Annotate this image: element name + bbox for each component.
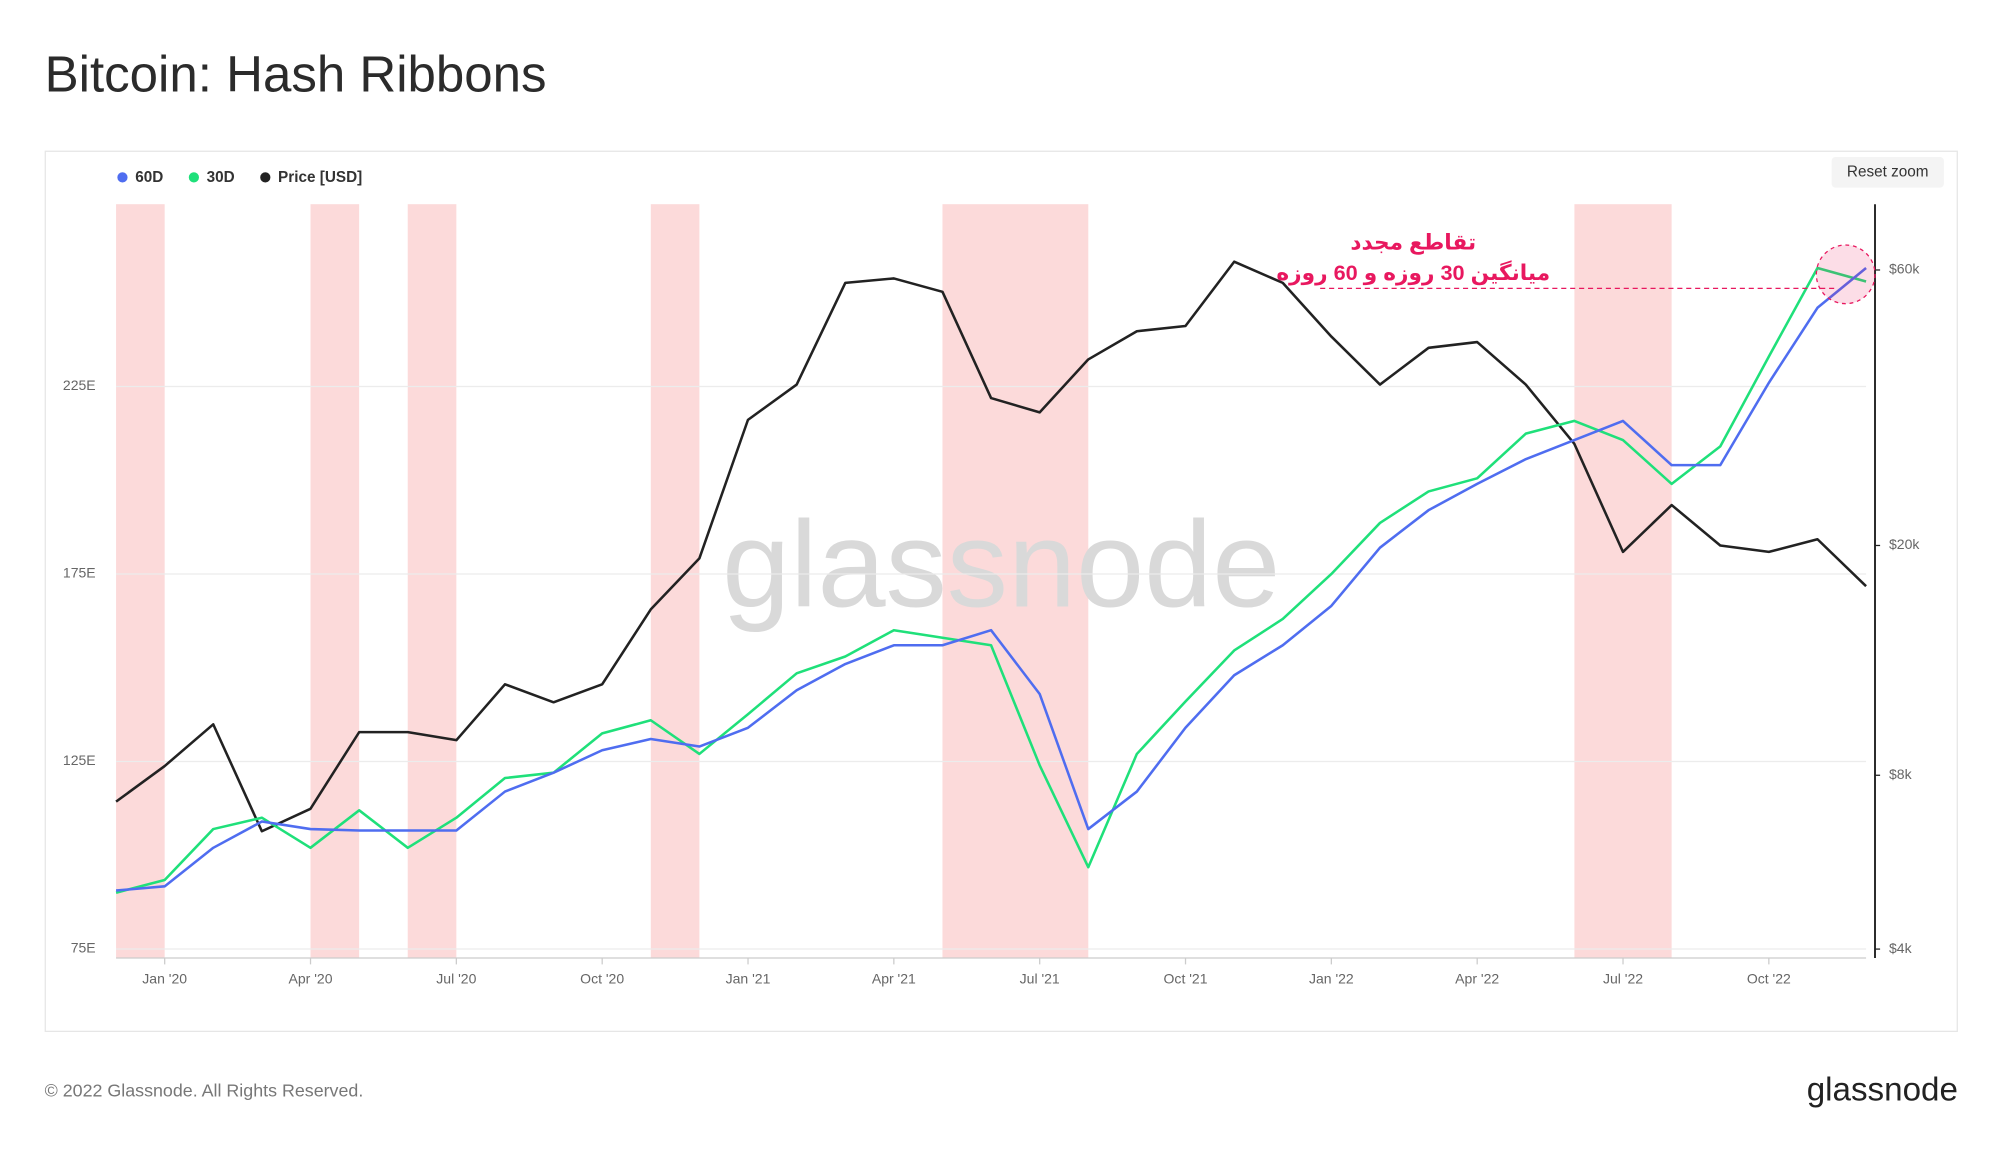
chart-title: Bitcoin: Hash Ribbons	[45, 45, 547, 102]
x-tick-label: Apr '22	[1455, 970, 1499, 986]
shaded-period	[310, 204, 360, 959]
button-label[interactable]: Reset zoom	[1847, 163, 1929, 180]
series-line	[115, 266, 1867, 894]
x-tick-label: Jul '20	[436, 970, 476, 986]
annotation-text: تقاطع مجدد	[1350, 229, 1476, 254]
y-tick-label: 225E	[63, 377, 96, 393]
plot-area: 75E 125E 175E 225E $4k $8k $20k $60k Jan '20 Apr …	[63, 260, 1920, 986]
copyright: © 2022 Glassnode. All Rights Reserved.	[45, 1081, 364, 1101]
legend-label: 60D	[135, 169, 163, 186]
y2-tick-label: $4k	[1889, 940, 1913, 956]
series-line	[115, 266, 1867, 892]
legend-label: 30D	[207, 169, 235, 186]
annotation-circle	[1815, 244, 1876, 305]
watermark: glassnode	[722, 495, 1280, 632]
x-tick-label: Oct '20	[580, 970, 624, 986]
shaded-period	[116, 204, 165, 959]
x-tick-label: Oct '21	[1164, 970, 1208, 986]
x-tick-label: Apr '21	[872, 970, 916, 986]
x-tick-label: Apr '20	[289, 970, 333, 986]
button-background[interactable]	[1831, 156, 1944, 188]
x-tick-label: Jan '21	[726, 970, 771, 986]
x-tick-label: Jul '21	[1020, 970, 1060, 986]
legend-label: Price [USD]	[278, 169, 362, 186]
shaded-period	[650, 204, 700, 959]
legend-swatch	[117, 172, 128, 183]
x-tick-label: Jul '22	[1603, 970, 1643, 986]
y2-tick-label: $20k	[1889, 536, 1920, 552]
y2-tick-label: $60k	[1889, 261, 1920, 277]
y2-tick-label: $8k	[1889, 766, 1913, 782]
chart-frame	[44, 150, 1958, 1032]
legend-swatch	[188, 172, 199, 183]
shaded-period	[1574, 204, 1672, 959]
legend-swatch	[260, 172, 271, 183]
x-tick-label: Jan '22	[1309, 970, 1354, 986]
x-tick-label: Jan '20	[142, 970, 187, 986]
y-tick-label: 175E	[63, 565, 96, 581]
annotation-text: میانگین 30 روزه و 60 روزه	[1276, 260, 1550, 285]
x-tick-label: Oct '22	[1747, 970, 1791, 986]
series-line	[115, 260, 1867, 833]
shaded-period	[942, 204, 1089, 959]
reset-zoom-button[interactable]: Reset zoom	[1831, 156, 1944, 188]
legend: 60D 30D Price [USD]	[117, 169, 362, 186]
brand-logo: glassnode	[1807, 1072, 1958, 1109]
y-tick-label: 75E	[71, 940, 96, 956]
shaded-period	[407, 204, 457, 959]
y-tick-label: 125E	[63, 752, 96, 768]
shaded-periods	[116, 204, 1672, 959]
